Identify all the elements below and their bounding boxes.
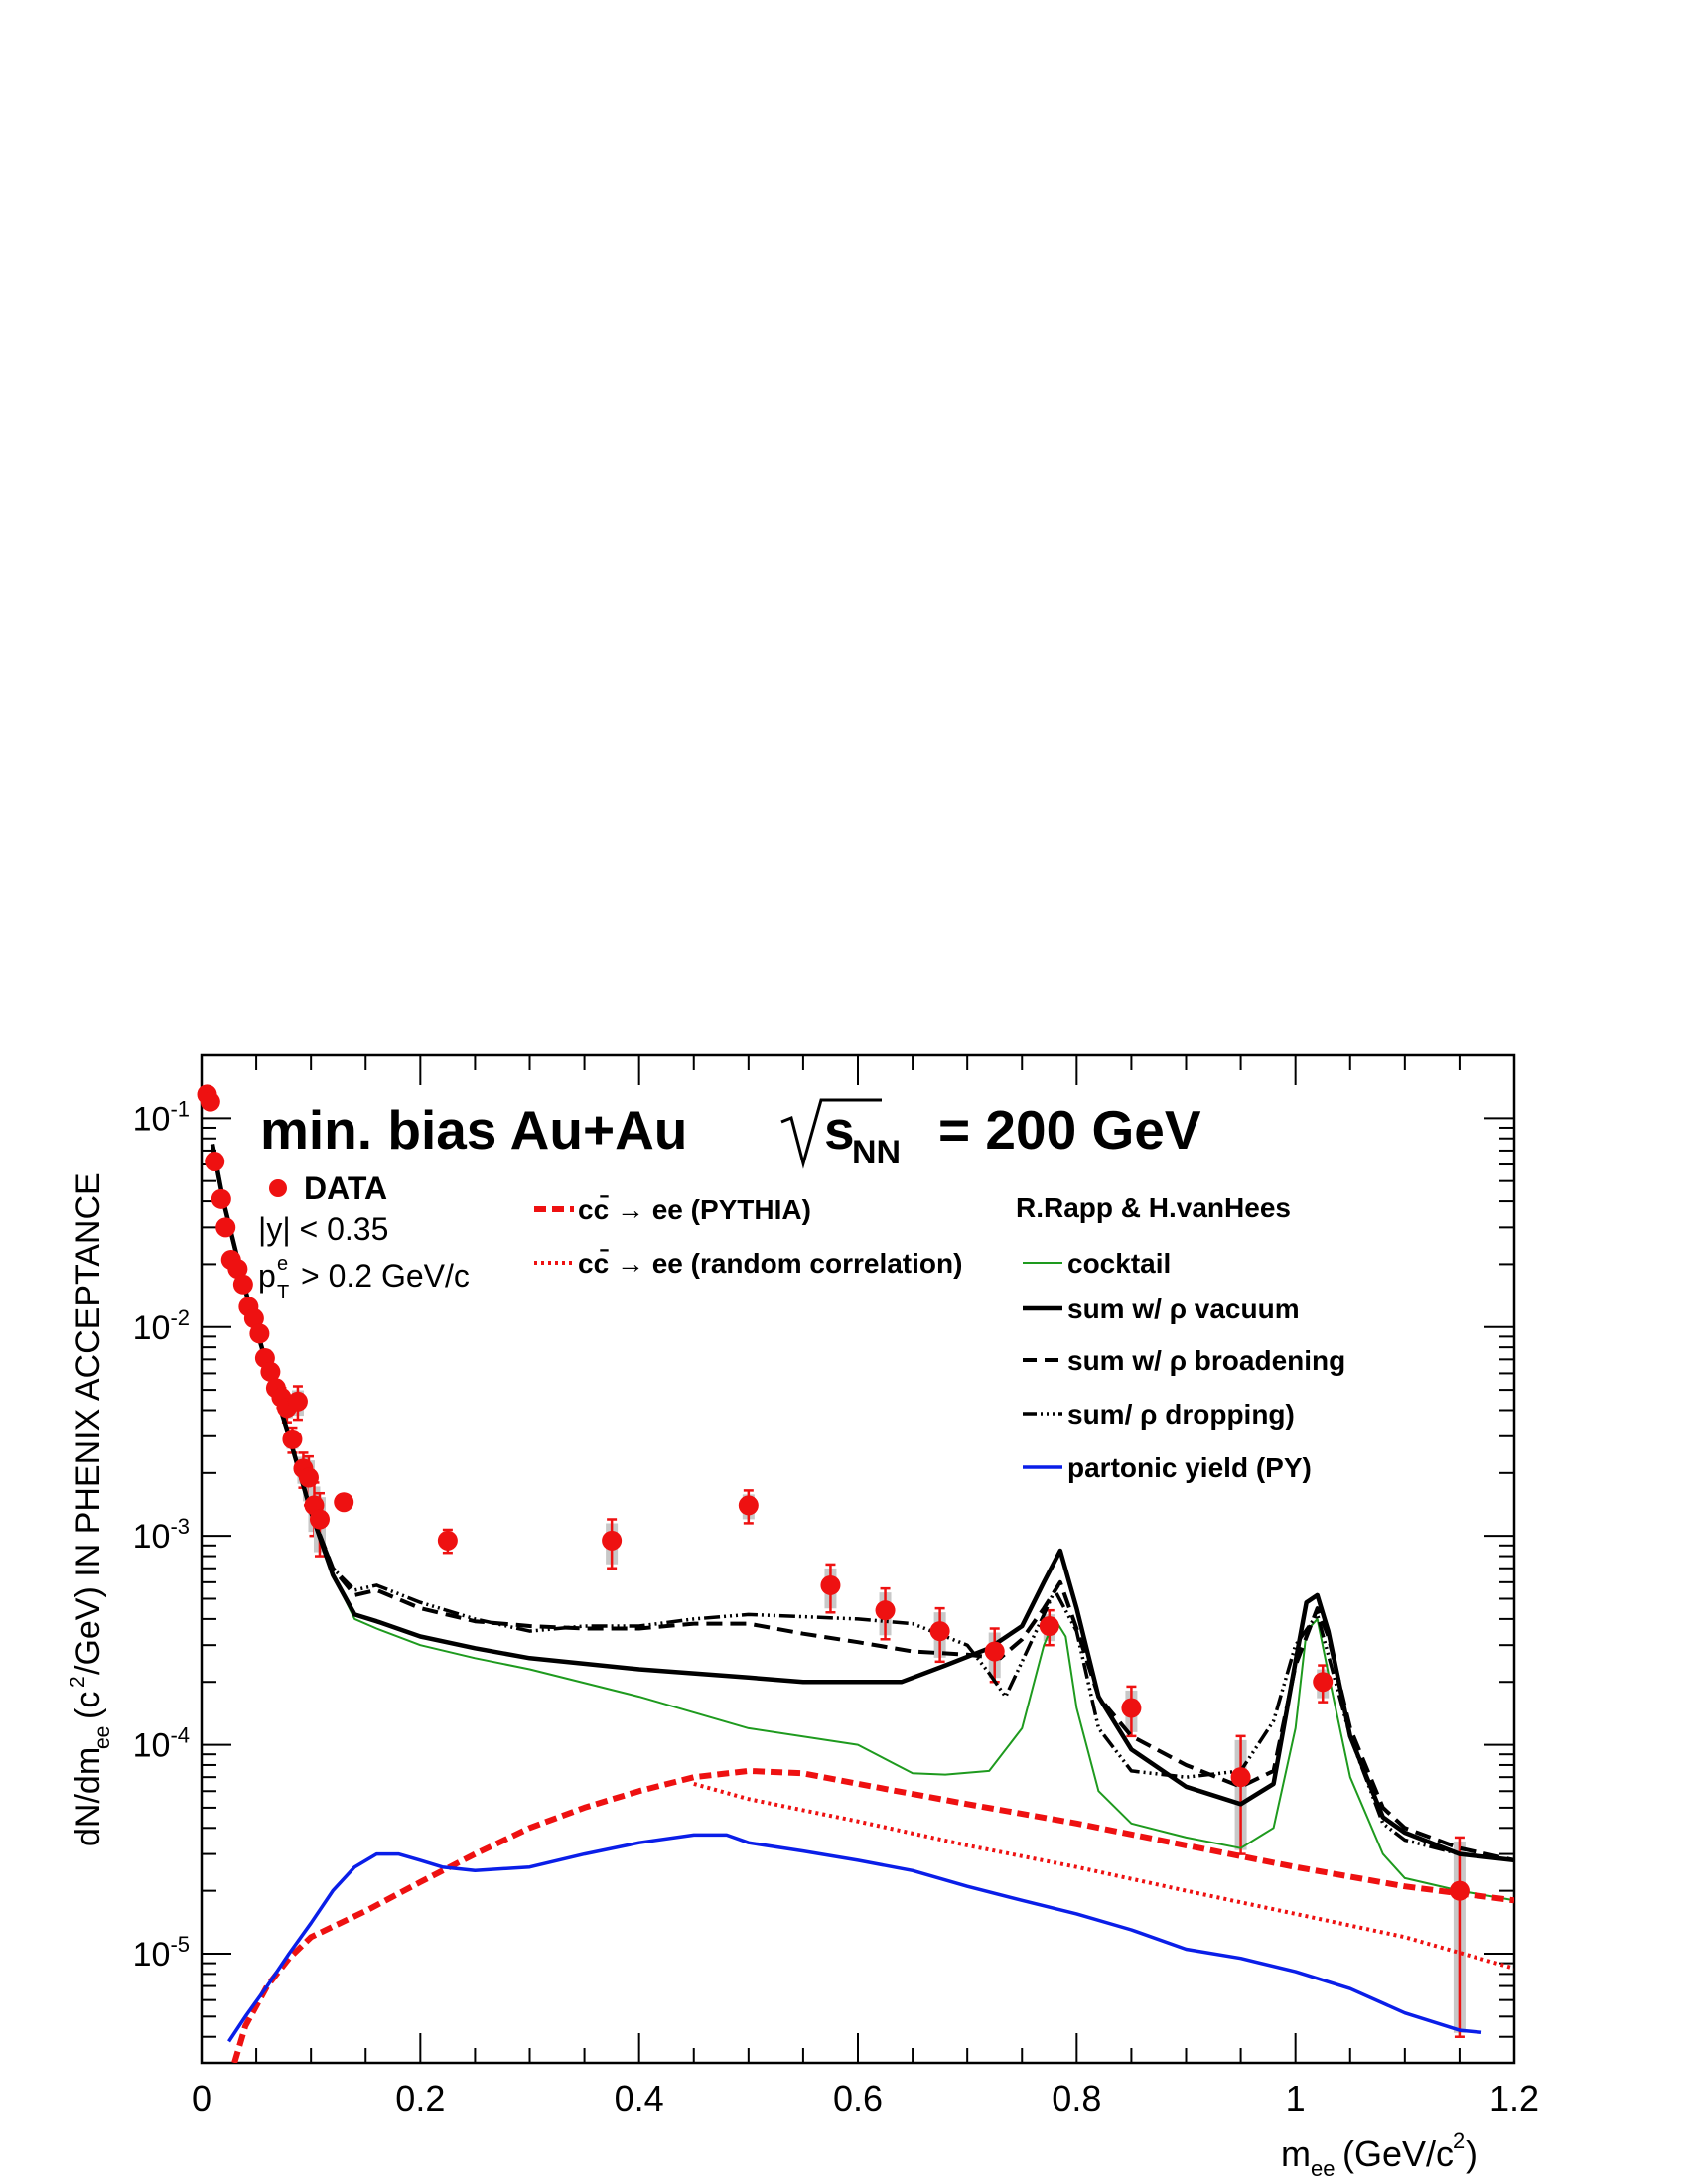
legend-label-rho-dropping: sum/ ρ dropping) <box>1067 1399 1295 1430</box>
data-point <box>282 1429 303 1449</box>
data-legend-marker <box>269 1179 287 1197</box>
series-line-6 <box>227 1833 1482 2043</box>
data-point <box>984 1641 1005 1662</box>
data-point <box>232 1274 253 1295</box>
chart-title-energy: = 200 GeV <box>938 1099 1201 1160</box>
data-point <box>260 1361 281 1382</box>
pt-cut-symbol: p e T <box>258 1253 289 1303</box>
legend: cc̄ → ee (PYTHIA) cc̄ → ee (random corre… <box>534 1194 1345 1483</box>
chart-title: min. bias Au+Au <box>260 1099 687 1160</box>
x-tick-label: 0.4 <box>615 2078 664 2118</box>
data-point <box>929 1621 950 1642</box>
legend-label-cocktail: cocktail <box>1067 1248 1171 1279</box>
data-point <box>215 1217 236 1238</box>
data-point <box>738 1495 759 1516</box>
pt-cut-label: > 0.2 GeV/c <box>301 1258 470 1294</box>
data-point <box>1039 1616 1059 1637</box>
x-tick-label: 1 <box>1286 2078 1306 2118</box>
svg-text:/GeV) IN PHENIX ACCEPTANCE: /GeV) IN PHENIX ACCEPTANCE <box>70 1172 107 1675</box>
x-tick-label: 0.8 <box>1052 2078 1101 2118</box>
svg-text:ee: ee <box>1311 2156 1335 2181</box>
data-point <box>1121 1698 1142 1718</box>
y-tick-label: 10-2 <box>133 1305 190 1347</box>
data-point <box>243 1308 264 1329</box>
legend-label-charm-pythia: cc̄ → ee (PYTHIA) <box>578 1194 811 1225</box>
plot-area: 0 0.2 0.4 0.6 0.8 1 1.2 10-5 10-4 10-3 10-2 10-1 <box>133 1053 1539 2118</box>
legend-label-rho-vacuum: sum w/ ρ vacuum <box>1067 1294 1300 1324</box>
data-point <box>200 1091 220 1112</box>
series-line-1 <box>693 1781 1514 1971</box>
legend-label-rho-broadening: sum w/ ρ broadening <box>1067 1345 1345 1376</box>
data-point <box>211 1188 231 1209</box>
svg-text:p: p <box>258 1258 276 1294</box>
data-point <box>875 1600 896 1621</box>
svg-text:ee: ee <box>91 1726 114 1749</box>
data-point <box>309 1509 330 1530</box>
model-legend-header: R.Rapp & H.vanHees <box>1016 1192 1291 1223</box>
data-point <box>602 1530 623 1551</box>
y-tick-label: 10-4 <box>133 1723 190 1765</box>
legend-label-charm-random: cc̄ → ee (random correlation) <box>578 1248 962 1279</box>
y-tick-label: 10-1 <box>133 1096 190 1138</box>
data-legend-label: DATA <box>304 1170 387 1206</box>
svg-text:2: 2 <box>1453 2128 1465 2153</box>
y-tick-label: 10-5 <box>133 1932 190 1974</box>
data-point <box>437 1530 458 1551</box>
svg-text:dN/dm: dN/dm <box>70 1747 107 1846</box>
y-axis-title: dN/dm ee (c 2 /GeV) IN PHENIX ACCEPTANCE <box>67 1172 114 1846</box>
data-point <box>227 1259 248 1280</box>
data-point <box>1449 1880 1470 1901</box>
svg-text:): ) <box>1466 2133 1477 2174</box>
data-point <box>249 1323 270 1344</box>
data-point <box>298 1467 319 1488</box>
legend-label-partonic: partonic yield (PY) <box>1067 1452 1312 1483</box>
x-tick-label: 0.6 <box>833 2078 883 2118</box>
data-point <box>205 1152 225 1172</box>
sqrt-symbol: s NN <box>780 1098 901 1171</box>
x-tick-label: 1.2 <box>1489 2078 1539 2118</box>
svg-text:(GeV/c: (GeV/c <box>1342 2133 1454 2174</box>
svg-text:2: 2 <box>67 1676 89 1688</box>
svg-text:s: s <box>824 1099 855 1160</box>
series-line-4 <box>211 1144 1514 1862</box>
svg-text:T: T <box>277 1282 289 1303</box>
data-point <box>1313 1672 1334 1693</box>
svg-text:NN: NN <box>852 1134 901 1171</box>
rapidity-cut-label: |y| < 0.35 <box>258 1211 388 1247</box>
series-line-0 <box>231 1767 1514 2063</box>
data-point <box>820 1574 841 1595</box>
x-tick-label: 0.2 <box>395 2078 445 2118</box>
x-tick-label: 0 <box>192 2078 211 2118</box>
svg-text:m: m <box>1281 2133 1311 2174</box>
svg-text:e: e <box>277 1253 288 1275</box>
data-point <box>287 1391 308 1412</box>
y-tick-label: 10-3 <box>133 1514 190 1556</box>
data-point <box>1230 1767 1251 1788</box>
data-point <box>334 1492 354 1513</box>
x-axis-title: m ee (GeV/c 2 ) <box>1281 2128 1477 2181</box>
svg-text:(c: (c <box>70 1692 107 1719</box>
